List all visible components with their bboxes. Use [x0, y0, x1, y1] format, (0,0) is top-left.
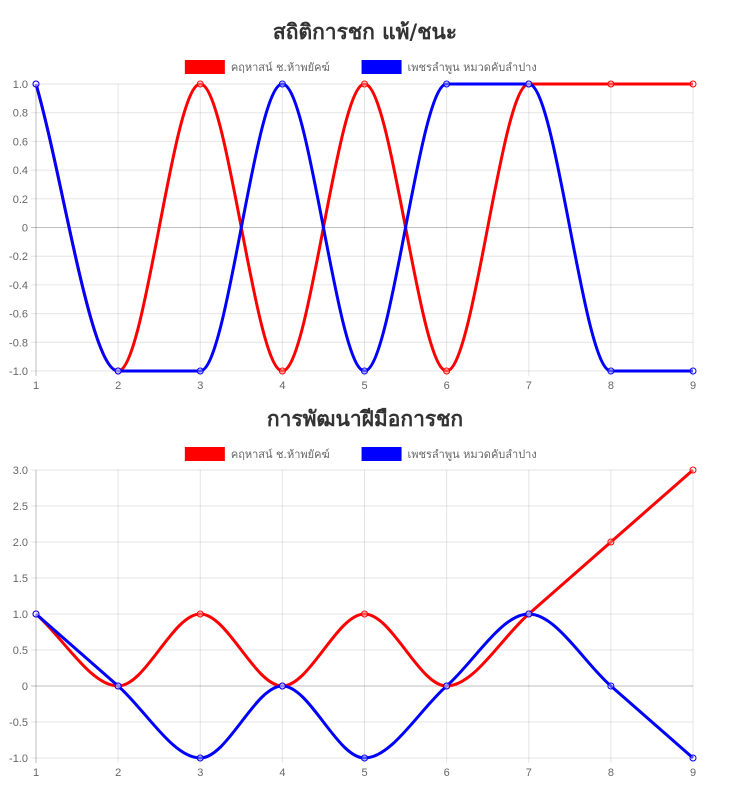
- data-point: [443, 367, 451, 375]
- y-tick-label: 1.0: [13, 609, 28, 621]
- data-point: [689, 466, 697, 474]
- x-tick-label: 2: [115, 380, 121, 392]
- x-tick-label: 6: [444, 767, 450, 779]
- x-tick-label: 9: [690, 767, 696, 779]
- y-tick-label: 1.0: [13, 79, 28, 91]
- data-point: [525, 610, 533, 618]
- x-tick-label: 5: [361, 767, 367, 779]
- y-tick-label: 0.6: [13, 136, 28, 148]
- data-point: [278, 367, 286, 375]
- x-tick-label: 3: [197, 380, 203, 392]
- series-line: [35, 612, 694, 760]
- data-point: [361, 610, 368, 618]
- x-tick-label: 9: [690, 380, 696, 392]
- x-tick-label: 2: [115, 767, 121, 779]
- data-point: [32, 80, 40, 88]
- data-point: [689, 80, 697, 88]
- data-point: [32, 610, 40, 618]
- series-line: [34, 82, 693, 373]
- y-tick-label: 2.5: [13, 501, 28, 513]
- win-loss-chart: สถิติการชก แพ้/ชนะ คฤหาสน์ ช.ห้าพยัคฆ์ เพ…: [9, 20, 697, 392]
- data-point: [196, 367, 204, 375]
- win-loss-plot: คฤหาสน์ ช.ห้าพยัคฆ์ เพชรลำพูน หมวดคับลำปา…: [9, 60, 697, 392]
- y-tick-label: 1.5: [13, 573, 28, 585]
- y-tick-label: 2.0: [13, 537, 28, 549]
- data-point: [607, 367, 615, 375]
- legend-label: เพชรลำพูน หมวดคับลำปาง: [408, 61, 537, 74]
- x-tick-label: 4: [279, 767, 285, 779]
- data-point: [525, 80, 533, 88]
- legend-swatch: [361, 447, 402, 461]
- y-tick-label: 0: [22, 681, 28, 693]
- data-point: [443, 682, 451, 690]
- data-point: [196, 754, 204, 762]
- y-tick-label: 0.4: [13, 165, 28, 177]
- y-tick-label: 0: [22, 223, 28, 235]
- chart-title: การพัฒนาฝีมือการชก: [266, 407, 464, 431]
- x-tick-label: 8: [608, 380, 614, 392]
- y-tick-label: -0.8: [9, 337, 28, 349]
- legend-label: คฤหาสน์ ช.ห้าพยัคฆ์: [231, 61, 330, 74]
- x-tick-label: 6: [444, 380, 450, 392]
- skill-development-chart: การพัฒนาฝีมือการชก คฤหาสน์ ช.ห้าพยัคฆ์ เพ…: [0, 395, 730, 789]
- data-point: [361, 367, 368, 375]
- y-tick-label: -0.4: [9, 280, 28, 292]
- skill-development-plot: คฤหาสน์ ช.ห้าพยัคฆ์ เพชรลำพูน หมวดคับลำปา…: [9, 447, 697, 779]
- y-tick-label: -1.0: [9, 753, 28, 765]
- x-tick-label: 4: [279, 380, 285, 392]
- y-tick-label: -1.0: [9, 366, 28, 378]
- data-point: [607, 682, 615, 690]
- data-point: [114, 367, 122, 375]
- y-tick-label: -0.2: [9, 251, 28, 263]
- legend-label: คฤหาสน์ ช.ห้าพยัคฆ์: [231, 448, 330, 461]
- data-point: [196, 80, 204, 88]
- data-point: [196, 610, 204, 618]
- x-tick-label: 3: [197, 767, 203, 779]
- data-point: [443, 80, 451, 88]
- data-point: [278, 682, 286, 690]
- x-tick-label: 1: [33, 380, 39, 392]
- y-tick-label: 0.2: [13, 194, 28, 206]
- legend-swatch: [184, 60, 225, 74]
- y-tick-label: 3.0: [13, 465, 28, 477]
- data-point: [689, 754, 697, 762]
- y-tick-label: -0.6: [9, 309, 28, 321]
- data-point: [607, 80, 615, 88]
- y-tick-label: 0.5: [13, 645, 28, 657]
- data-point: [689, 367, 697, 375]
- x-tick-label: 5: [361, 380, 367, 392]
- legend-swatch: [361, 60, 402, 74]
- data-point: [361, 754, 368, 762]
- legend-swatch: [184, 447, 225, 461]
- x-tick-label: 1: [33, 767, 39, 779]
- chart-title: สถิติการชก แพ้/ชนะ: [272, 20, 458, 44]
- data-point: [607, 538, 615, 546]
- series-line: [35, 468, 694, 688]
- legend-label: เพชรลำพูน หมวดคับลำปาง: [408, 448, 537, 461]
- data-point: [361, 80, 368, 88]
- data-point: [278, 80, 286, 88]
- y-tick-label: 0.8: [13, 108, 28, 120]
- x-tick-label: 7: [526, 380, 532, 392]
- y-tick-label: -0.5: [9, 717, 28, 729]
- x-tick-label: 8: [608, 767, 614, 779]
- data-point: [114, 682, 122, 690]
- x-tick-label: 7: [526, 767, 532, 779]
